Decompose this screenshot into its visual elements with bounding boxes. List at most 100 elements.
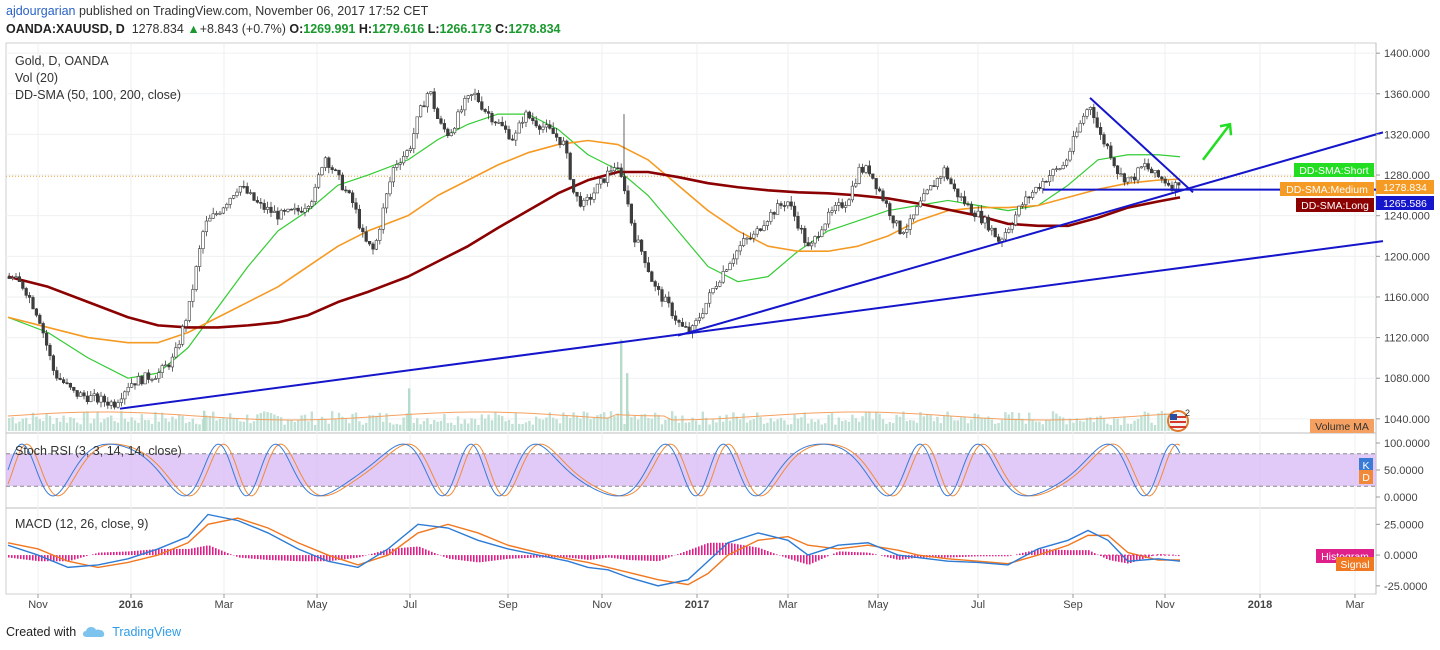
volume-bar [800, 417, 803, 431]
macd-hist-bar [686, 550, 688, 556]
volume-bar [864, 412, 868, 431]
candle-body [673, 315, 678, 321]
candle-body [1173, 182, 1177, 191]
author-link[interactable]: ajdourgarian [6, 4, 76, 18]
volume-bar [718, 415, 721, 431]
macd-hist-bar [275, 555, 277, 561]
time-tick-label: 2018 [1248, 599, 1272, 611]
volume-bar [742, 413, 745, 431]
macd-hist-bar [872, 553, 874, 556]
candle-body [786, 201, 790, 207]
macd-hist-bar [638, 555, 640, 561]
candle-body [490, 113, 494, 123]
macd-hist-bar [371, 553, 373, 556]
macd-hist-bar [476, 555, 478, 563]
candle-body [656, 286, 661, 290]
macd-hist-bar [809, 555, 811, 565]
us-flag-icon[interactable]: 2 [1167, 408, 1190, 432]
volume-bar [184, 423, 188, 431]
candle-body [806, 242, 810, 247]
candle-body [677, 320, 681, 323]
candle-body [262, 203, 266, 210]
macd-hist-bar [263, 555, 265, 560]
macd-hist-bar [1178, 555, 1180, 557]
volume-bar [392, 424, 395, 431]
candle-body [803, 228, 807, 243]
candle-body [1129, 176, 1133, 179]
candle-body [136, 376, 141, 386]
macd-hist-bar [167, 548, 169, 556]
macd-hist-bar [1019, 553, 1021, 556]
candle-body [639, 239, 644, 252]
volume-bar [8, 418, 11, 431]
trendline-1 [677, 131, 1384, 337]
candle-body [340, 174, 345, 191]
volume-bar [144, 420, 147, 431]
candle-body [602, 178, 606, 183]
volume-bar [317, 419, 320, 431]
macd-hist-bar [95, 553, 97, 556]
macd-hist-bar [134, 550, 136, 556]
volume-bar [664, 419, 667, 431]
candle-body [694, 320, 698, 326]
macd-hist-bar [827, 555, 829, 557]
candle-body [160, 365, 164, 373]
volume-bar [1153, 424, 1157, 431]
volume-bar [997, 423, 1000, 431]
price-axis[interactable]: 1400.000 1360.000 1320.000 1280.000 1240.000… [1376, 48, 1430, 593]
candle-body [850, 185, 854, 201]
trendlines[interactable] [119, 97, 1384, 410]
candle-body [143, 372, 147, 385]
time-tick-label: Jul [403, 599, 417, 611]
candle-body [956, 188, 960, 198]
volume-bar [776, 419, 779, 431]
candle-body [1010, 224, 1014, 230]
indicator-volume: Vol (20) [15, 71, 58, 85]
price-chart[interactable]: 1400.000 1360.000 1320.000 1280.000 1240.000… [0, 0, 1440, 620]
macd-hist-bar [413, 546, 415, 556]
macd-hist-bar [416, 546, 418, 556]
candle-body [1061, 165, 1065, 170]
candle-body [395, 164, 399, 168]
volume-bar [514, 412, 517, 431]
volume-bar [885, 423, 888, 431]
macd-hist-bar [185, 548, 187, 556]
macd-hist-bar [860, 552, 862, 556]
badge-signal: Signal [1340, 559, 1369, 571]
macd-hist-bar [1016, 554, 1018, 556]
volume-bar [660, 424, 664, 431]
candle-body [1048, 175, 1052, 183]
macd-hist-bar [785, 555, 787, 558]
volume-bar [739, 419, 742, 431]
macd-hist-bar [866, 552, 868, 556]
macd-hist-bar [17, 555, 19, 559]
candle-body [1099, 127, 1103, 135]
macd-hist-bar [704, 544, 706, 556]
candle-body [1034, 186, 1038, 193]
candle-body [874, 178, 878, 190]
macd-hist-bar [194, 547, 196, 556]
volume-bar [120, 411, 123, 431]
macd-hist-bar [986, 555, 988, 557]
volume-bar [1147, 412, 1150, 431]
candle-body [493, 121, 498, 124]
macd-hist-bar [473, 555, 475, 562]
volume-bar [892, 423, 895, 431]
candle-body [813, 236, 817, 244]
volume-bar [756, 412, 759, 431]
tradingview-link[interactable]: TradingView [112, 625, 181, 639]
candle-body [643, 251, 647, 264]
candle-body [755, 228, 759, 235]
macd-hist-bar [893, 555, 895, 559]
time-axis[interactable]: Nov 2016 Mar May Jul Sep Nov 2017 Mar May Jul Sep No… [28, 594, 1365, 611]
candle-body [1017, 205, 1021, 216]
volume-bar [480, 414, 483, 431]
forecast-arrow-icon [1202, 123, 1231, 161]
volume-bar [174, 419, 177, 431]
candle-body [775, 203, 780, 215]
time-tick-label: Nov [1155, 599, 1175, 611]
candle-body [531, 117, 535, 121]
macd-hist-bar [422, 548, 424, 556]
volume-bar [552, 417, 555, 431]
price-tick-label: 1400.000 [1384, 48, 1430, 60]
